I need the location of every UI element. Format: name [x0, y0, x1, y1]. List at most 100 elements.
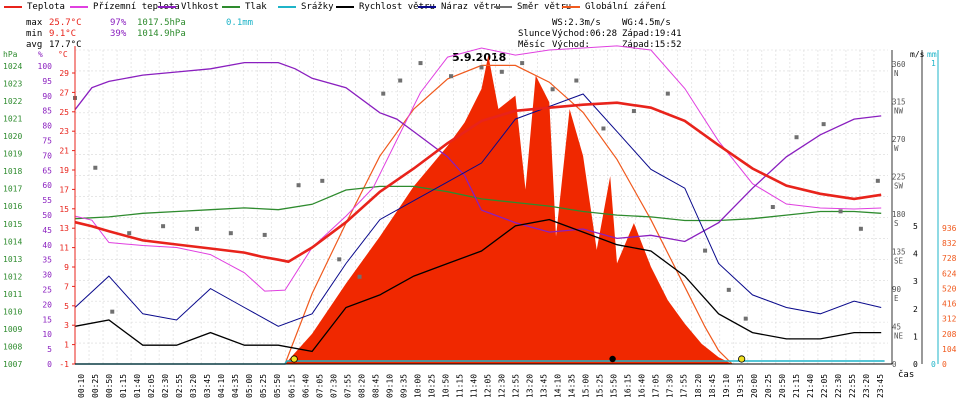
celsius-tick-label: 21 [59, 147, 69, 156]
hpa-tick-label: 1007 [3, 360, 22, 369]
percent-tick-label: 75 [42, 137, 52, 146]
percent-tick-label: 55 [42, 196, 52, 205]
ms-tick-label: 0 [913, 360, 918, 369]
mm-axis-title: mm [927, 50, 937, 59]
time-tick-label: 11:15 [455, 374, 464, 398]
radiation-max-line [284, 64, 733, 365]
time-tick-label: 20:00 [750, 374, 759, 398]
celsius-tick-label: 29 [59, 69, 69, 78]
hpa-tick-label: 1014 [3, 237, 22, 246]
hpa-tick-label: 1018 [3, 167, 22, 176]
direction-letter: NE [894, 332, 904, 341]
wind-direction-markers [73, 61, 880, 321]
percent-tick-label: 35 [42, 256, 52, 265]
ms-tick-label: 1 [913, 332, 918, 341]
ms-tick-label: 2 [913, 305, 918, 314]
legend-item: Srážky [278, 2, 334, 12]
wind-direction-point [821, 122, 826, 127]
time-tick-label: 03:45 [203, 374, 212, 398]
wind-direction-point [479, 65, 484, 70]
percent-tick-label: 15 [42, 315, 52, 324]
wind-direction-point [520, 61, 525, 66]
time-tick-label: 00:50 [105, 374, 114, 398]
wind-speed-summary: WS:2.3m/s [552, 18, 601, 28]
time-tick-label: 01:40 [133, 374, 142, 398]
celsius-tick-label: 3 [64, 321, 69, 330]
celsius-tick-label: 15 [59, 205, 69, 214]
sunrise: Východ:06:28 [552, 29, 618, 39]
time-tick-label: 12:30 [498, 374, 507, 398]
wind-direction-point [337, 257, 342, 262]
percent-tick-label: 50 [42, 211, 52, 220]
direction-letter: S [894, 219, 899, 228]
time-tick-label: 14:35 [568, 374, 577, 398]
time-tick-label: 19:10 [722, 374, 731, 398]
direction-letter: SW [894, 182, 904, 191]
wind-direction-point [262, 232, 267, 237]
time-tick-label: 15:25 [596, 374, 605, 398]
legend-item: Rychlost větru [336, 2, 435, 12]
hpa-tick-label: 1019 [3, 150, 22, 159]
hpa-tick-label: 1020 [3, 132, 22, 141]
time-axis-title: čas [898, 369, 914, 380]
time-tick-label: 02:30 [161, 374, 170, 398]
time-tick-label: 13:45 [540, 374, 549, 398]
time-tick-label: 00:25 [91, 374, 100, 398]
percent-tick-label: 90 [42, 92, 52, 101]
stat-min-label: min [26, 29, 43, 39]
direction-tick-label: 360 [892, 60, 906, 69]
wind-direction-point [574, 78, 579, 83]
moonset: Západ:15:52 [622, 40, 682, 50]
wm2-tick-label: 208 [942, 330, 957, 339]
left-axes: hPa% °C1024102310221021102010191018101710… [3, 50, 75, 369]
wind-direction-point [398, 78, 403, 83]
sunrise-marker [290, 355, 298, 363]
wm2-tick-label: 104 [942, 345, 957, 354]
percent-tick-label: 85 [42, 107, 52, 116]
time-tick-label: 22:55 [848, 374, 857, 398]
time-tick-label: 22:30 [834, 374, 843, 398]
mm-tick-label: 1 [931, 59, 936, 68]
direction-letter: E [894, 294, 899, 303]
wind-direction-point [161, 224, 166, 229]
celsius-tick-label: 7 [64, 282, 69, 291]
time-tick-label: 00:10 [77, 374, 86, 398]
percent-tick-label: 95 [42, 77, 52, 86]
time-tick-label: 05:50 [273, 374, 282, 398]
ms-tick-label: 5 [913, 222, 918, 231]
wm2-tick-label: 624 [942, 269, 957, 278]
celsius-axis-title: °C [58, 50, 68, 59]
legend-label: Směr větru [517, 2, 572, 12]
stat-max-label: max [26, 18, 43, 28]
direction-tick-label: 315 [892, 98, 906, 107]
time-tick-label: 02:55 [175, 374, 184, 398]
sun-label: Slunce [518, 29, 551, 39]
legend: Teplota Přízemní teplota Vlhkost Tlak Srážky… [0, 0, 966, 14]
time-tick-label: 01:15 [119, 374, 128, 398]
celsius-tick-label: 19 [59, 166, 69, 175]
ground-temp-line [74, 45, 882, 292]
percent-tick-label: 20 [42, 300, 52, 309]
legend-swatch [336, 6, 354, 8]
ms-tick-label: 4 [913, 250, 918, 259]
celsius-tick-label: 17 [59, 185, 69, 194]
sunset-marker [738, 355, 746, 363]
time-tick-label: 17:05 [652, 374, 661, 398]
legend-item: Směr větru [494, 2, 571, 12]
percent-tick-label: 25 [42, 286, 52, 295]
hpa-tick-label: 1024 [3, 62, 22, 71]
legend-label: Teplota [27, 2, 65, 12]
moonset-marker [609, 355, 616, 363]
time-tick-label: 23:45 [876, 374, 885, 398]
percent-axis-title: % [38, 50, 43, 59]
wind-direction-point [726, 287, 731, 292]
wind-gust-line [74, 93, 882, 327]
wm2-tick-label: 520 [942, 284, 957, 293]
time-tick-label: 07:55 [343, 374, 352, 398]
wm2-tick-label: 416 [942, 300, 957, 309]
stat-avg-label: avg [26, 40, 43, 50]
time-tick-label: 10:50 [441, 374, 450, 398]
temperature-line [74, 101, 882, 264]
wind-direction-point [449, 74, 454, 79]
wind-direction-point [743, 316, 748, 321]
